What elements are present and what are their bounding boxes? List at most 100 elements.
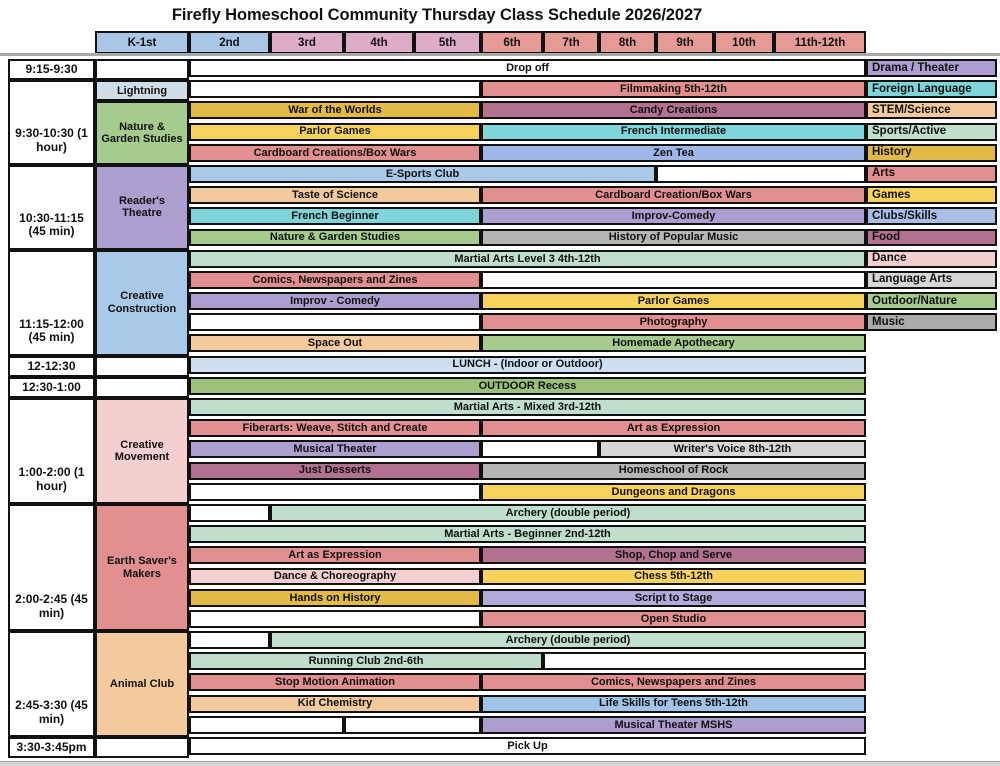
nature-garden-studies-cell: Nature & Garden Studies bbox=[95, 101, 189, 165]
empty-class-cell bbox=[481, 440, 599, 459]
header-divider bbox=[0, 53, 1000, 56]
musical-theater-mshs-cell: Musical Theater MSHS bbox=[481, 715, 866, 734]
grade-header-8th: 8th bbox=[599, 31, 656, 54]
kid-chemistry-cell: Kid Chemistry bbox=[189, 694, 481, 713]
martial-arts-beginner-2nd-12th-cell: Martial Arts - Beginner 2nd-12th bbox=[189, 525, 866, 544]
schedule-grid: 9:15-9:30 9:30-10:30 (1 hour) 10:30-11:15 … bbox=[8, 59, 997, 759]
martial-arts-mixed-3rd-12th-cell: Martial Arts - Mixed 3rd-12th bbox=[189, 398, 866, 416]
window-edge bbox=[0, 761, 1000, 766]
earth-saver-s-makers-cell: Earth Saver's Makers bbox=[95, 503, 189, 632]
outdoor-recess-cell: OUTDOOR Recess bbox=[189, 376, 866, 395]
empty-class-cell bbox=[189, 715, 344, 734]
running-club-2nd-6th-cell: Running Club 2nd-6th bbox=[189, 652, 543, 671]
empty-class-cell bbox=[656, 164, 866, 183]
page-title: Firefly Homeschool Community Thursday Cl… bbox=[171, 6, 703, 24]
shop-chop-and-serve-cell: Shop, Chop and Serve bbox=[481, 546, 866, 565]
art-as-expression-cell: Art as Expression bbox=[481, 419, 866, 438]
filmmaking-5th-12th-cell: Filmmaking 5th-12th bbox=[481, 80, 866, 99]
empty-class-cell bbox=[189, 80, 481, 99]
empty-class-cell bbox=[189, 313, 481, 332]
grade-header-9th: 9th bbox=[656, 31, 714, 54]
empty-k1-cell bbox=[95, 376, 189, 398]
empty-k1-cell bbox=[95, 355, 189, 377]
empty-class-cell bbox=[189, 631, 270, 650]
grade-header-2nd: 2nd bbox=[189, 31, 270, 54]
11-15-12-00-45-min-cell: 11:15-12:00 (45 min) bbox=[8, 249, 95, 356]
legend-clubs-skills: Clubs/Skills bbox=[866, 207, 997, 226]
reader-s-theatre-cell: Reader's Theatre bbox=[95, 164, 189, 250]
grade-header-6th: 6th bbox=[481, 31, 543, 54]
10-30-11-15-45-min-cell: 10:30-11:15 (45 min) bbox=[8, 164, 95, 250]
writer-s-voice-8th-12th-cell: Writer's Voice 8th-12th bbox=[599, 440, 866, 459]
legend-outdoor-nature: Outdoor/Nature bbox=[866, 292, 997, 311]
legend-music: Music bbox=[866, 313, 997, 332]
grade-header-k-1st: K-1st bbox=[95, 31, 189, 54]
archery-double-period-cell: Archery (double period) bbox=[270, 631, 866, 650]
parlor-games-cell: Parlor Games bbox=[189, 122, 481, 141]
empty-class-cell bbox=[189, 609, 481, 628]
comics-newspapers-and-zines-cell: Comics, Newspapers and Zines bbox=[481, 673, 866, 692]
grade-header-row: K-1st 2nd 3rd 4th 5th 6th 7th 8th 9th 10th 11th-12… bbox=[95, 31, 866, 54]
12-12-30-cell: 12-12:30 bbox=[8, 355, 95, 377]
musical-theater-cell: Musical Theater bbox=[189, 440, 481, 459]
candy-creations-cell: Candy Creations bbox=[481, 101, 866, 120]
empty-class-cell bbox=[481, 270, 866, 289]
empty-k1-cell bbox=[95, 737, 189, 759]
e-sports-club-cell: E-Sports Club bbox=[189, 164, 656, 183]
just-desserts-cell: Just Desserts bbox=[189, 461, 481, 480]
french-beginner-cell: French Beginner bbox=[189, 207, 481, 226]
2-00-2-45-45-min-cell: 2:00-2:45 (45 min) bbox=[8, 503, 95, 632]
war-of-the-worlds-cell: War of the Worlds bbox=[189, 101, 481, 120]
empty-class-cell bbox=[344, 715, 481, 734]
legend-foreign-language: Foreign Language bbox=[866, 80, 997, 99]
art-as-expression-cell: Art as Expression bbox=[189, 546, 481, 565]
fiberarts-weave-stitch-and-create-cell: Fiberarts: Weave, Stitch and Create bbox=[189, 419, 481, 438]
zen-tea-cell: Zen Tea bbox=[481, 143, 866, 162]
chess-5th-12th-cell: Chess 5th-12th bbox=[481, 567, 866, 586]
pick-up-cell: Pick Up bbox=[189, 737, 866, 755]
legend-history: History bbox=[866, 143, 997, 162]
parlor-games-cell: Parlor Games bbox=[481, 292, 866, 311]
empty-class-cell bbox=[189, 482, 481, 501]
cardboard-creations-box-wars-cell: Cardboard Creations/Box Wars bbox=[189, 143, 481, 162]
legend-food: Food bbox=[866, 228, 997, 247]
grade-header-11th-12th: 11th-12th bbox=[774, 31, 866, 54]
nature-garden-studies-cell: Nature & Garden Studies bbox=[189, 228, 481, 247]
life-skills-for-teens-5th-12th-cell: Life Skills for Teens 5th-12th bbox=[481, 694, 866, 713]
1-00-2-00-1-hour-cell: 1:00-2:00 (1 hour) bbox=[8, 398, 95, 504]
taste-of-science-cell: Taste of Science bbox=[189, 186, 481, 205]
grade-header-5th: 5th bbox=[414, 31, 481, 54]
improv-comedy-cell: Improv - Comedy bbox=[189, 292, 481, 311]
9-15-9-30-cell: 9:15-9:30 bbox=[8, 59, 95, 81]
martial-arts-level-3-4th-12th-cell: Martial Arts Level 3 4th-12th bbox=[189, 249, 866, 268]
legend-language-arts: Language Arts bbox=[866, 270, 997, 289]
legend-games: Games bbox=[866, 186, 997, 205]
9-30-10-30-1-hour-cell: 9:30-10:30 (1 hour) bbox=[8, 80, 95, 165]
lunch-indoor-or-outdoor-cell: LUNCH - (Indoor or Outdoor) bbox=[189, 355, 866, 374]
comics-newspapers-and-zines-cell: Comics, Newspapers and Zines bbox=[189, 270, 481, 289]
stop-motion-animation-cell: Stop Motion Animation bbox=[189, 673, 481, 692]
archery-double-period-cell: Archery (double period) bbox=[270, 503, 866, 522]
legend-dance: Dance bbox=[866, 249, 997, 268]
empty-class-cell bbox=[543, 652, 866, 671]
drop-off-cell: Drop off bbox=[189, 59, 866, 77]
open-studio-cell: Open Studio bbox=[481, 609, 866, 628]
french-intermediate-cell: French Intermediate bbox=[481, 122, 866, 141]
grade-header-4th: 4th bbox=[344, 31, 414, 54]
legend-stem-science: STEM/Science bbox=[866, 101, 997, 120]
2-45-3-30-45-min-cell: 2:45-3:30 (45 min) bbox=[8, 631, 95, 737]
legend-arts: Arts bbox=[866, 164, 997, 183]
homeschool-of-rock-cell: Homeschool of Rock bbox=[481, 461, 866, 480]
lightning-cell: Lightning bbox=[95, 80, 189, 102]
improv-comedy-cell: Improv-Comedy bbox=[481, 207, 866, 226]
history-of-popular-music-cell: History of Popular Music bbox=[481, 228, 866, 247]
animal-club-cell: Animal Club bbox=[95, 631, 189, 737]
legend-drama-theater: Drama / Theater bbox=[866, 59, 997, 77]
creative-movement-cell: Creative Movement bbox=[95, 398, 189, 504]
script-to-stage-cell: Script to Stage bbox=[481, 588, 866, 607]
cardboard-creation-box-wars-cell: Cardboard Creation/Box Wars bbox=[481, 186, 866, 205]
dance-choreography-cell: Dance & Choreography bbox=[189, 567, 481, 586]
creative-construction-cell: Creative Construction bbox=[95, 249, 189, 356]
empty-class-cell bbox=[189, 503, 270, 522]
